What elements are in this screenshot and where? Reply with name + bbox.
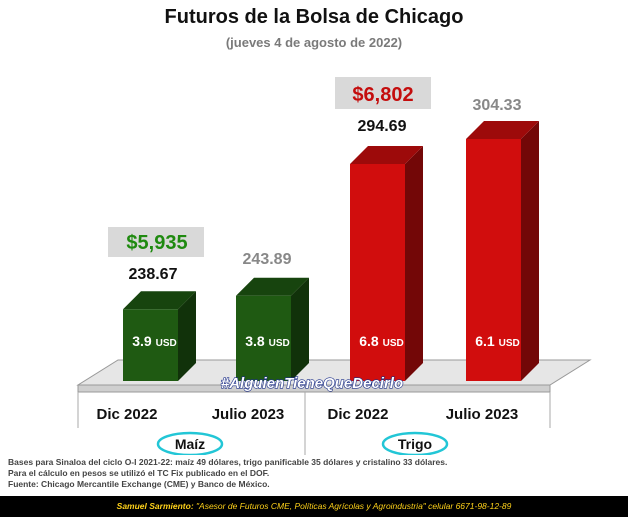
group-label-outline <box>381 431 449 455</box>
bar-usd-label: 6.1 USD <box>475 333 519 349</box>
bar-top <box>236 277 309 296</box>
note-bases: Bases para Sinaloa del ciclo O-I 2021-22… <box>8 457 448 467</box>
group-label-outline <box>156 431 224 455</box>
value-label: 304.33 <box>473 97 522 114</box>
bar-top <box>123 291 196 310</box>
value-label: 294.69 <box>358 118 407 135</box>
price-box <box>108 227 204 257</box>
value-label: 238.67 <box>129 266 178 283</box>
chart-title: Futuros de la Bolsa de Chicago <box>164 6 464 28</box>
bar-side <box>291 277 309 381</box>
footer-author: Samuel Sarmiento: <box>116 501 194 511</box>
bar-usd-label: 3.9 USD <box>132 333 176 349</box>
price-mxn-label: $5,935 <box>126 232 187 254</box>
footer-bar: Samuel Sarmiento: "Asesor de Futuros CME… <box>0 496 628 517</box>
group-label: Maíz <box>175 436 205 452</box>
price-mxn-label: $6,802 <box>352 84 413 106</box>
price-box <box>335 77 431 109</box>
bar-top <box>350 145 423 164</box>
bar-side <box>405 145 423 381</box>
note-source: Fuente: Chicago Mercantile Exchange (CME… <box>8 479 270 489</box>
bar-side <box>521 121 539 381</box>
category-label: Dic 2022 <box>328 406 389 423</box>
bar-usd-label: 3.8 USD <box>245 333 289 349</box>
category-label: Julio 2023 <box>446 406 519 423</box>
bar-side <box>178 291 196 381</box>
bar-usd-label: 6.8 USD <box>359 333 403 349</box>
bar <box>123 309 178 381</box>
notes: Bases para Sinaloa del ciclo O-I 2021-22… <box>8 457 620 490</box>
bar <box>350 163 405 381</box>
bar-chart: 3.9 USD 238.67 Dic 2022 3.8 USD 243.89 Julio … <box>76 77 592 455</box>
category-label: Julio 2023 <box>212 406 285 423</box>
bar <box>236 295 291 381</box>
note-exchange-rate: Para el cálculo en pesos se utilizó el T… <box>8 468 270 478</box>
chart-subtitle: (jueves 4 de agosto de 2022) <box>225 35 403 50</box>
hashtag-watermark: #AlguienTieneQueDecirlo <box>221 375 403 392</box>
category-label: Dic 2022 <box>97 406 158 423</box>
footer-text: "Asesor de Futuros CME, Políticas Agríco… <box>193 501 512 511</box>
group-label: Trigo <box>398 436 432 452</box>
bar-top <box>466 121 539 139</box>
value-label: 243.89 <box>243 251 292 268</box>
bar <box>466 139 521 381</box>
